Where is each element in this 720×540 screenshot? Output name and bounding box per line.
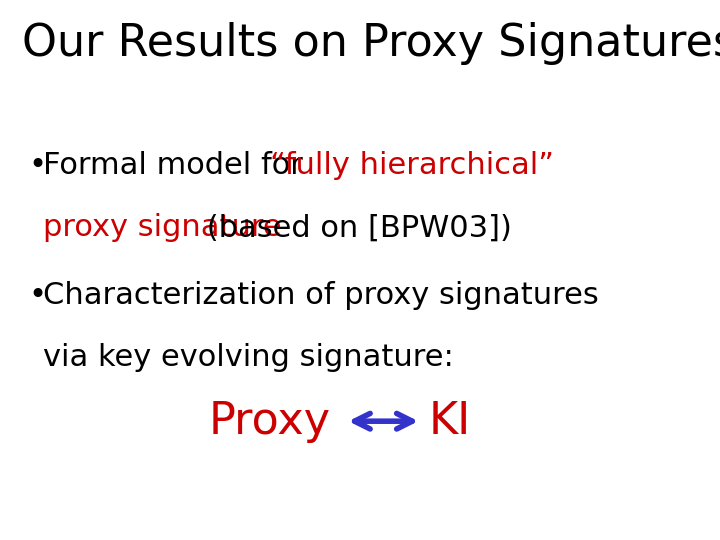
Text: “fully hierarchical”: “fully hierarchical” [270, 151, 554, 180]
Text: Formal model for: Formal model for [43, 151, 312, 180]
Text: •: • [29, 281, 47, 310]
Text: via key evolving signature:: via key evolving signature: [43, 343, 454, 372]
Text: •: • [29, 151, 47, 180]
Text: Characterization of proxy signatures: Characterization of proxy signatures [43, 281, 599, 310]
Text: Our Results on Proxy Signatures: Our Results on Proxy Signatures [22, 22, 720, 65]
Text: proxy signature: proxy signature [43, 213, 282, 242]
Text: Proxy: Proxy [209, 400, 331, 443]
Text: (based on [BPW03]): (based on [BPW03]) [197, 213, 511, 242]
Text: KI: KI [428, 400, 471, 443]
